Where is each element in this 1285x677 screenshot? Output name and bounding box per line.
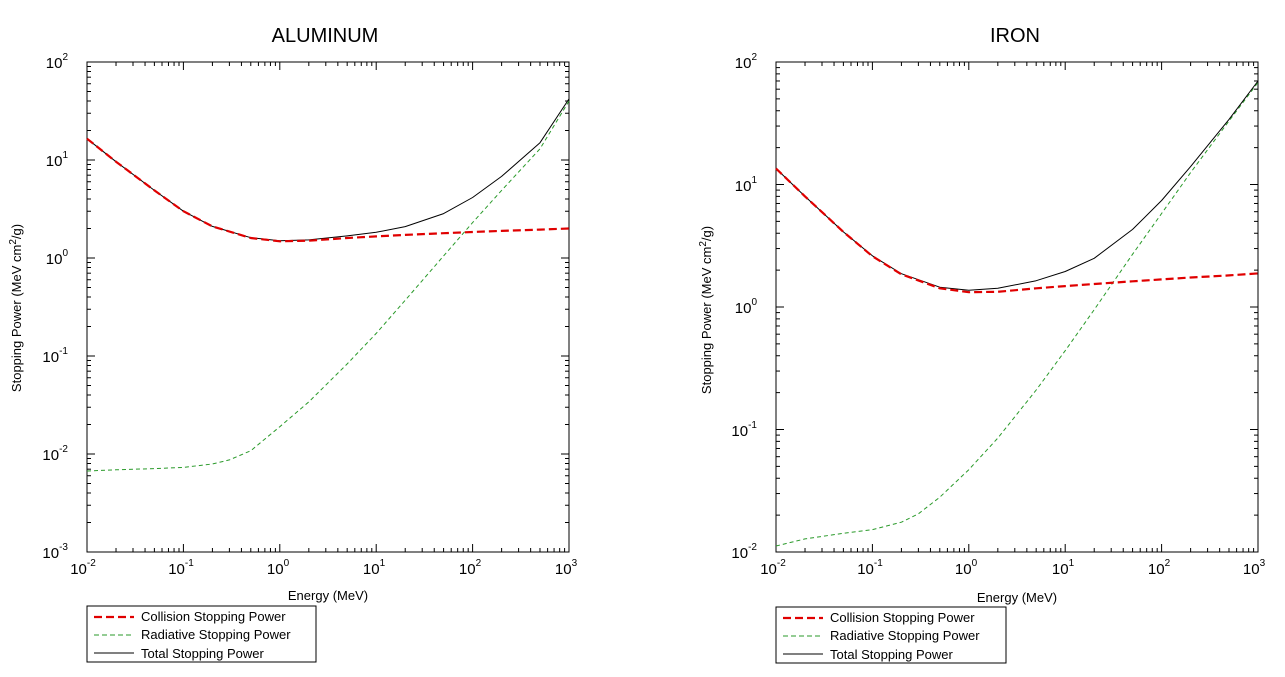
series-line-radiative-stopping-power [86, 100, 570, 472]
x-tick-label: 10-1 [168, 558, 194, 578]
series-line-total-stopping-power [775, 80, 1259, 291]
y-tick-label: 101 [735, 175, 758, 195]
legend-label: Radiative Stopping Power [141, 627, 291, 642]
x-tick-label: 10-1 [857, 558, 883, 578]
legend: Collision Stopping Power Radiative Stopp… [775, 606, 1007, 664]
y-axis-ticks: 10-3 10-2 10-1 100 101 102 [42, 52, 68, 562]
y-tick-label: 10-1 [42, 346, 68, 366]
legend: Collision Stopping Power Radiative Stopp… [86, 605, 317, 663]
series-layer [86, 61, 1259, 553]
x-tick-label: 103 [1243, 558, 1266, 578]
legend-label: Collision Stopping Power [830, 610, 975, 625]
x-tick-label: 10-2 [70, 558, 96, 578]
chart-panel-aluminum: ALUMINUM 10-3 10-2 10-1 100 101 102 10-2… [8, 25, 578, 663]
legend-label: Radiative Stopping Power [830, 628, 980, 643]
x-tick-label: 101 [363, 558, 386, 578]
y-tick-label: 10-3 [42, 542, 68, 562]
plot-area [775, 61, 1259, 553]
y-tick-label: 102 [46, 52, 69, 72]
x-tick-label: 10-2 [760, 558, 786, 578]
legend-label: Total Stopping Power [141, 646, 265, 661]
x-tick-label: 102 [1148, 558, 1171, 578]
x-tick-label: 102 [459, 558, 482, 578]
legend-box [775, 606, 1007, 664]
y-axis-label: Stopping Power (MeV cm2/g) [8, 224, 24, 392]
chart-title: ALUMINUM [272, 25, 379, 47]
x-tick-label: 101 [1052, 558, 1075, 578]
plot-area [86, 61, 570, 553]
x-axis-ticks: 10-2 10-1 100 101 102 103 [70, 558, 577, 578]
chart-title: IRON [990, 25, 1040, 47]
x-tick-label: 100 [955, 558, 978, 578]
y-axis-label: Stopping Power (MeV cm2/g) [698, 226, 714, 394]
y-tick-label: 100 [46, 248, 69, 268]
x-axis-ticks: 10-2 10-1 100 101 102 103 [760, 558, 1265, 578]
y-tick-label: 100 [735, 297, 758, 317]
y-axis-ticks: 10-2 10-1 100 101 102 [731, 52, 757, 562]
x-axis-label: Energy (MeV) [977, 590, 1057, 605]
x-tick-label: 100 [267, 558, 290, 578]
y-tick-label: 10-2 [42, 444, 68, 464]
series-line-collision-stopping-power [86, 137, 570, 243]
series-line-total-stopping-power [86, 98, 570, 242]
tick-marks [775, 61, 1259, 553]
y-tick-label: 10-2 [731, 542, 757, 562]
x-tick-label: 103 [555, 558, 578, 578]
y-tick-label: 10-1 [731, 420, 757, 440]
series-line-radiative-stopping-power [775, 82, 1259, 547]
legend-label: Collision Stopping Power [141, 609, 286, 624]
x-axis-label: Energy (MeV) [288, 588, 368, 603]
y-tick-label: 102 [735, 52, 758, 72]
y-tick-label: 101 [46, 150, 69, 170]
series-line-collision-stopping-power [775, 167, 1259, 294]
tick-marks [86, 61, 570, 553]
legend-label: Total Stopping Power [830, 647, 954, 662]
chart-panel-iron: IRON 10-2 10-1 100 101 102 10-2 10-1 100… [698, 25, 1266, 664]
